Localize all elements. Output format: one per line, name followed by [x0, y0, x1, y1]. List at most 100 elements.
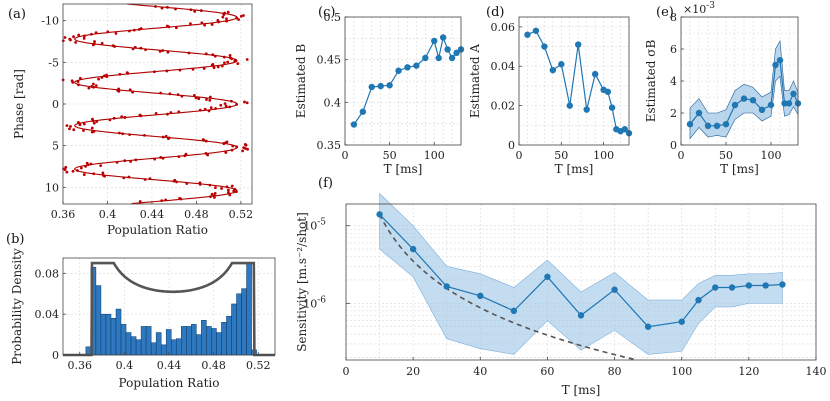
data-point-a — [216, 65, 220, 69]
x-tick-label-b: 0.44 — [157, 359, 182, 372]
x-tick-label-f: 60 — [540, 365, 554, 378]
data-point-a — [71, 80, 75, 84]
data-point-a — [101, 171, 105, 175]
histogram-bar-b — [95, 285, 102, 356]
data-point-f — [712, 284, 719, 291]
data-point-d — [532, 27, 540, 34]
data-point-a — [94, 84, 98, 88]
y-tick-label-d: 0.06 — [491, 21, 516, 34]
y-tick-exponent-f: -5 — [317, 218, 326, 228]
data-point-f — [577, 312, 585, 319]
data-point-e — [790, 90, 797, 98]
data-point-e — [781, 100, 788, 107]
data-point-d — [604, 88, 612, 96]
data-point-a — [242, 14, 245, 17]
y-axis-label-d: Estimated A — [468, 44, 482, 119]
data-point-a — [92, 82, 95, 86]
data-point-a — [245, 58, 249, 61]
data-point-a — [69, 125, 72, 128]
data-point-a — [241, 149, 245, 153]
y-tick-label-e: 6 — [670, 43, 677, 56]
x-tick-label-a: 0.44 — [140, 208, 165, 221]
data-point-e — [749, 97, 757, 104]
y-tick-label-f: 10-6 — [303, 295, 326, 310]
data-point-a — [100, 41, 104, 45]
x-tick-label-d: 100 — [593, 149, 614, 162]
histogram-bar-b — [236, 293, 242, 356]
y-axis-label-e: Estimated σB — [644, 40, 658, 123]
y-axis-label-c: Estimated B — [294, 44, 308, 119]
axes-frame-d — [518, 16, 630, 146]
data-point-a — [221, 15, 225, 19]
data-point-a — [78, 123, 82, 127]
data-point-a — [193, 9, 197, 13]
data-point-a — [189, 22, 192, 26]
data-point-c — [413, 62, 420, 69]
x-tick-label-a: 0.48 — [184, 208, 209, 221]
data-point-a — [219, 103, 223, 107]
x-tick-label-f: 80 — [608, 365, 622, 378]
x-tick-label-f: 20 — [406, 365, 420, 378]
data-point-c — [395, 67, 402, 74]
data-point-a — [92, 121, 96, 125]
histogram-bar-b — [181, 326, 187, 356]
data-point-a — [77, 33, 81, 37]
x-tick-label-a: 0.36 — [51, 208, 76, 221]
data-point-a — [64, 165, 68, 169]
y-axis-label-a: Phase [rad] — [12, 69, 26, 139]
x-tick-label-b: 0.48 — [201, 359, 226, 372]
data-point-a — [226, 10, 230, 14]
y-tick-label-d: 0.02 — [491, 100, 516, 113]
axes-frame-f — [345, 203, 817, 361]
data-point-c — [350, 121, 358, 128]
x-tick-label-c: 50 — [383, 149, 397, 162]
panel-label-b: (b) — [6, 232, 24, 247]
data-point-a — [237, 18, 240, 21]
y-tick-label-c: 0.35 — [317, 139, 342, 152]
histogram-bar-b — [186, 326, 192, 356]
data-point-a — [65, 170, 69, 174]
data-point-a — [74, 40, 78, 44]
data-point-e — [785, 100, 793, 107]
data-point-d — [591, 70, 599, 78]
data-point-a — [210, 23, 214, 26]
series-line-c — [353, 35, 462, 125]
histogram-bar-b — [130, 336, 137, 356]
data-point-a — [232, 189, 236, 193]
y-tick-exponent-f: -6 — [317, 295, 326, 305]
data-point-c — [444, 46, 451, 53]
data-point-f — [762, 282, 769, 289]
data-point-f — [728, 284, 736, 291]
y-tick-label-b: 0.08 — [35, 267, 60, 280]
data-point-d — [541, 43, 548, 50]
data-point-a — [225, 17, 228, 21]
histogram-bar-b — [221, 322, 227, 356]
data-point-f — [477, 292, 484, 300]
x-tick-label-a: 0.4 — [99, 208, 117, 221]
data-point-a — [244, 143, 248, 147]
data-point-e — [776, 57, 784, 64]
panel-label-c: (c) — [318, 5, 335, 20]
panel-label-f: (f) — [318, 176, 333, 191]
x-tick-label-b: 0.4 — [116, 359, 134, 372]
data-point-a — [220, 187, 223, 190]
data-point-d — [575, 41, 582, 48]
data-point-a — [209, 106, 213, 110]
x-tick-label-f: 0 — [343, 365, 350, 378]
data-point-a — [202, 67, 206, 70]
data-point-e — [704, 122, 712, 129]
data-point-a — [69, 38, 72, 42]
data-point-f — [779, 281, 786, 288]
data-point-c — [422, 54, 429, 62]
histogram-bar-b — [160, 344, 167, 356]
histogram-bar-b — [241, 288, 247, 356]
x-axis-label-a: Population Ratio — [107, 223, 208, 237]
y-tick-label-c: 0.4 — [324, 96, 342, 109]
data-point-c — [431, 37, 438, 45]
data-point-e — [686, 121, 694, 128]
histogram-bar-b — [120, 324, 127, 356]
x-tick-label-b: 0.52 — [246, 359, 271, 372]
y-tick-base-f: 10 — [303, 297, 317, 310]
data-point-a — [82, 129, 85, 132]
